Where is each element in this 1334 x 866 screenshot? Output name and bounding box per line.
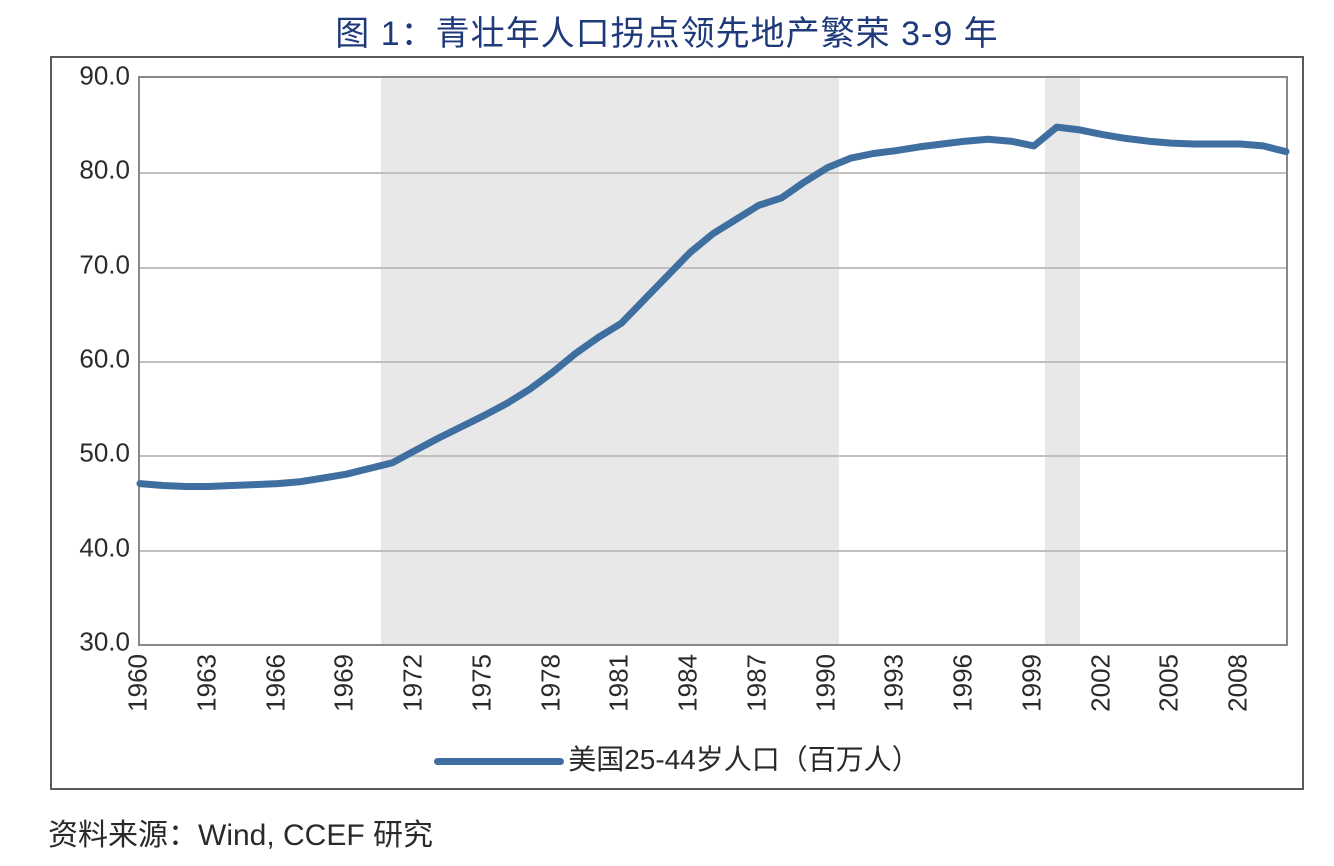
plot-area <box>138 76 1288 646</box>
legend-label: 美国25-44岁人口（百万人） <box>568 744 920 775</box>
x-tick-label: 1963 <box>191 654 222 712</box>
y-tick-label: 50.0 <box>60 438 130 469</box>
y-tick-label: 90.0 <box>60 61 130 92</box>
x-tick-label: 1975 <box>466 654 497 712</box>
source-attribution: 资料来源：Wind, CCEF 研究 <box>48 810 433 854</box>
x-tick-label: 1972 <box>398 654 429 712</box>
chart-title: 图 1：青壮年人口拐点领先地产繁荣 3-9 年 <box>0 0 1334 55</box>
y-tick-label: 80.0 <box>60 155 130 186</box>
x-tick-label: 1981 <box>604 654 635 712</box>
y-tick-label: 30.0 <box>60 627 130 658</box>
x-tick-label: 1978 <box>535 654 566 712</box>
x-tick-label: 2008 <box>1223 654 1254 712</box>
x-tick-label: 1987 <box>741 654 772 712</box>
chart-figure: 图 1：青壮年人口拐点领先地产繁荣 3-9 年 30.0 40.0 50.0 60.0… <box>0 0 1334 866</box>
legend: 美国25-44岁人口（百万人） <box>52 738 1302 778</box>
legend-swatch <box>434 758 564 765</box>
x-tick-label: 1969 <box>329 654 360 712</box>
x-tick-label: 2005 <box>1154 654 1185 712</box>
series-line <box>140 127 1286 486</box>
y-tick-label: 70.0 <box>60 249 130 280</box>
x-tick-label: 1993 <box>879 654 910 712</box>
x-tick-label: 2002 <box>1085 654 1116 712</box>
y-tick-label: 60.0 <box>60 344 130 375</box>
x-tick-label: 1960 <box>123 654 154 712</box>
x-tick-label: 1990 <box>810 654 841 712</box>
chart-outer-frame: 30.0 40.0 50.0 60.0 70.0 80.0 90.0 1960 1963 196… <box>50 56 1304 790</box>
y-tick-label: 40.0 <box>60 532 130 563</box>
x-tick-label: 1996 <box>948 654 979 712</box>
line-series-svg <box>140 78 1286 644</box>
x-tick-label: 1999 <box>1016 654 1047 712</box>
x-tick-label: 1984 <box>673 654 704 712</box>
x-tick-label: 1966 <box>260 654 291 712</box>
